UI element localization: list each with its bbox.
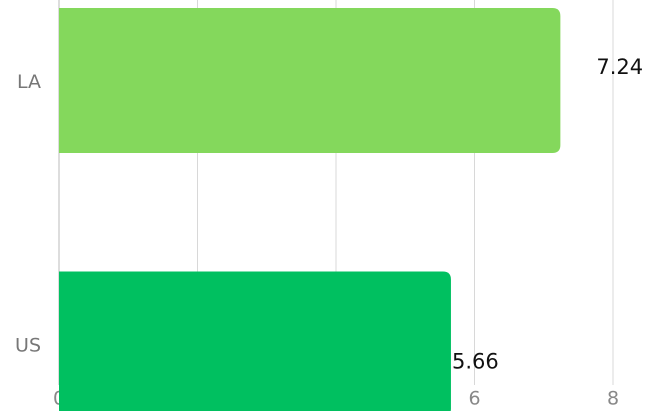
- x-tick-label: 8: [607, 388, 619, 410]
- bar: [59, 271, 451, 411]
- category-label: US: [15, 335, 41, 357]
- category-label: LA: [17, 71, 41, 93]
- value-label: 7.24: [596, 55, 643, 79]
- x-tick-label: 6: [468, 388, 480, 410]
- value-label: 5.66: [452, 350, 499, 374]
- bar: [59, 8, 561, 153]
